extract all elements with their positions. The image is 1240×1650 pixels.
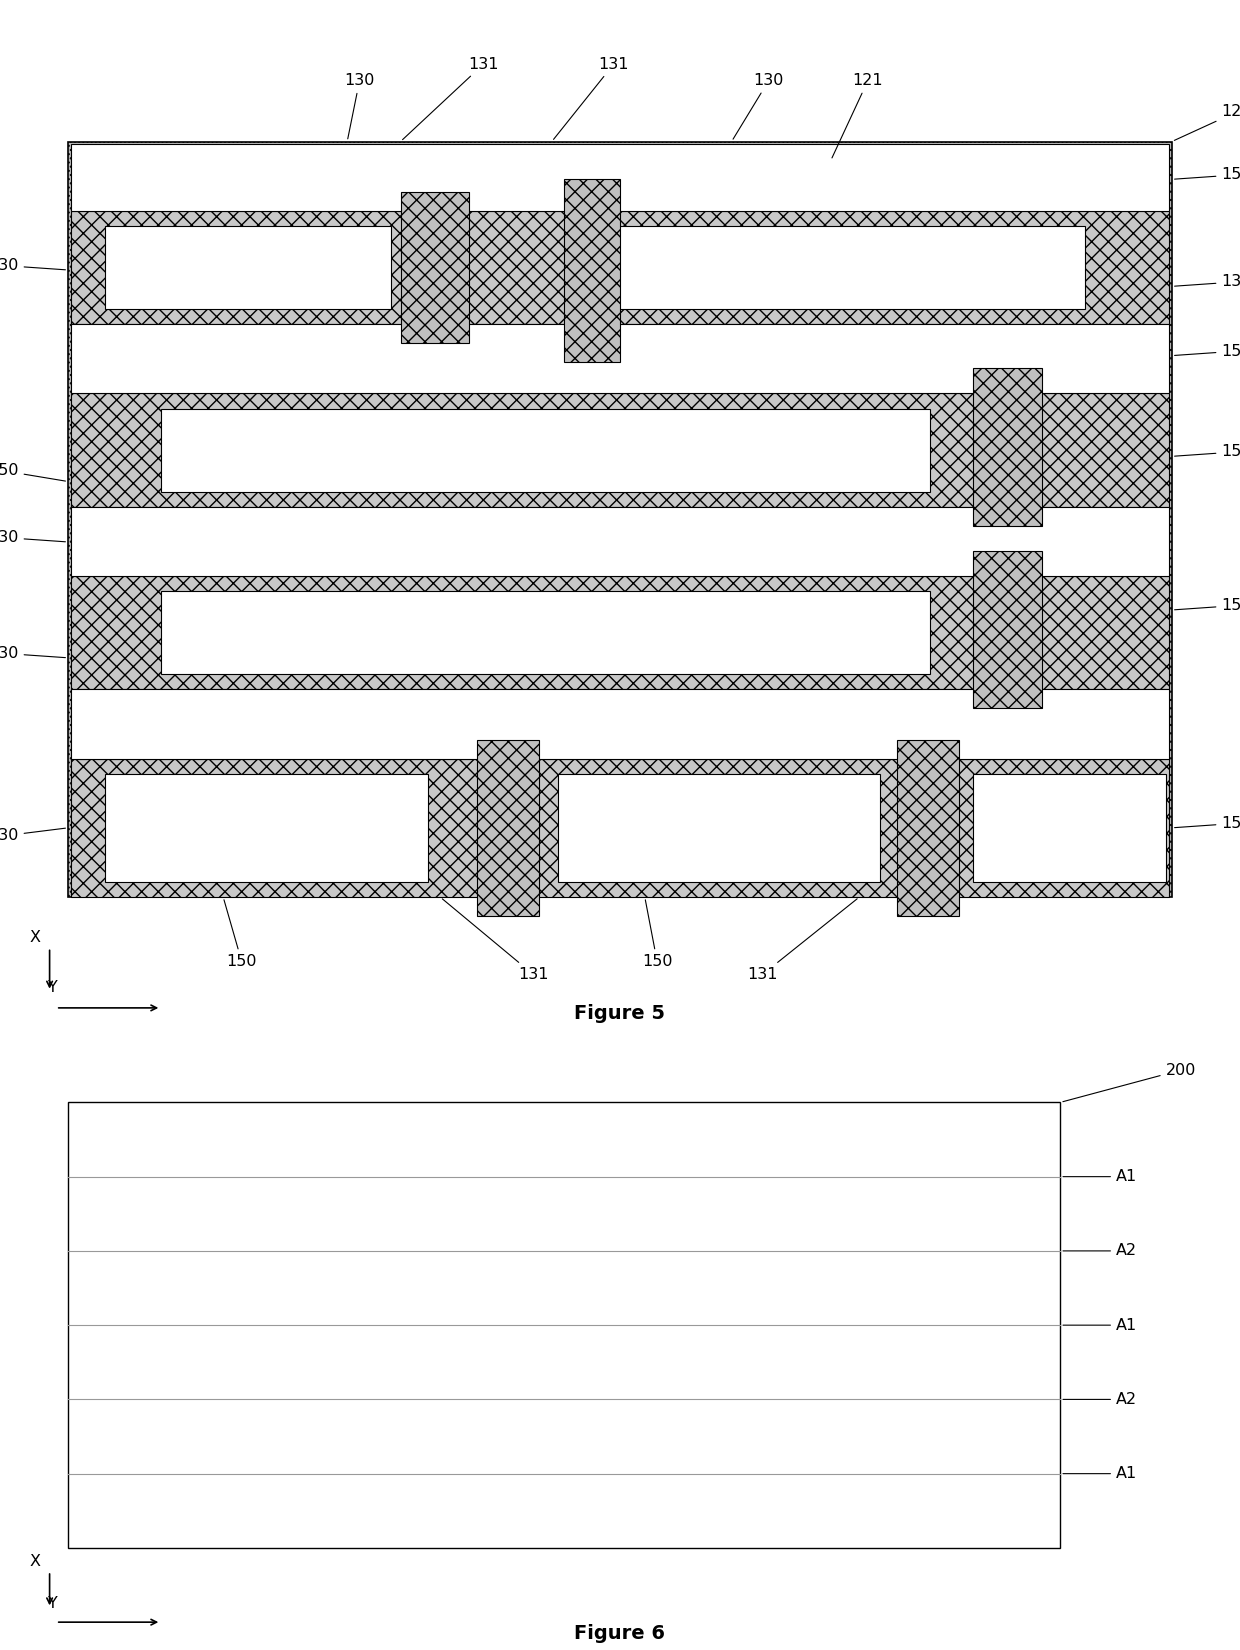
Text: 131: 131 (553, 56, 629, 139)
Text: 150: 150 (0, 464, 66, 482)
Text: Y: Y (48, 980, 58, 995)
Text: 131: 131 (1174, 274, 1240, 289)
Text: X: X (30, 1554, 40, 1569)
Bar (973, 368, 1042, 526)
Bar (68, 1102, 1060, 1548)
Bar (71, 393, 1169, 507)
Text: A1: A1 (1063, 1318, 1137, 1333)
Text: A1: A1 (1063, 1467, 1137, 1482)
Text: 150: 150 (1174, 815, 1240, 832)
Bar (105, 774, 428, 883)
Bar (71, 690, 1169, 759)
Bar (558, 774, 880, 883)
Bar (68, 142, 1172, 898)
Text: 130: 130 (733, 73, 784, 139)
Text: 131: 131 (403, 56, 498, 140)
Text: Y: Y (48, 1596, 58, 1610)
Text: 150: 150 (1174, 343, 1240, 358)
Bar (71, 211, 1169, 323)
Text: A1: A1 (1063, 1170, 1137, 1185)
Text: 150: 150 (224, 899, 257, 969)
Bar (973, 774, 1166, 883)
Text: 150: 150 (1174, 444, 1240, 459)
Bar (401, 191, 469, 343)
Bar (71, 507, 1169, 576)
Text: 131: 131 (443, 899, 548, 982)
Bar (897, 739, 959, 916)
Text: 120: 120 (1174, 104, 1240, 140)
Text: Figure 5: Figure 5 (574, 1003, 666, 1023)
Text: 130: 130 (0, 645, 66, 662)
Text: 130: 130 (0, 828, 66, 843)
Bar (71, 759, 1169, 898)
Text: 150: 150 (642, 899, 672, 969)
Text: 150: 150 (1174, 597, 1240, 614)
Text: Figure 6: Figure 6 (574, 1624, 666, 1643)
Text: 130: 130 (0, 257, 66, 272)
Text: 150: 150 (1174, 167, 1240, 183)
Text: 130: 130 (0, 530, 66, 544)
Bar (105, 226, 391, 309)
Text: 200: 200 (1063, 1063, 1195, 1102)
Bar (477, 739, 539, 916)
Bar (71, 323, 1169, 393)
Text: 121: 121 (832, 73, 883, 158)
Bar (589, 226, 1085, 309)
Text: 131: 131 (748, 899, 857, 982)
Bar (71, 576, 1169, 690)
Bar (71, 144, 1169, 211)
Text: A2: A2 (1063, 1244, 1137, 1259)
Bar (564, 180, 620, 361)
Text: X: X (30, 931, 40, 945)
Bar (161, 409, 930, 492)
Text: A2: A2 (1063, 1393, 1137, 1407)
Text: 130: 130 (345, 73, 374, 139)
Bar (973, 551, 1042, 708)
Bar (161, 591, 930, 675)
